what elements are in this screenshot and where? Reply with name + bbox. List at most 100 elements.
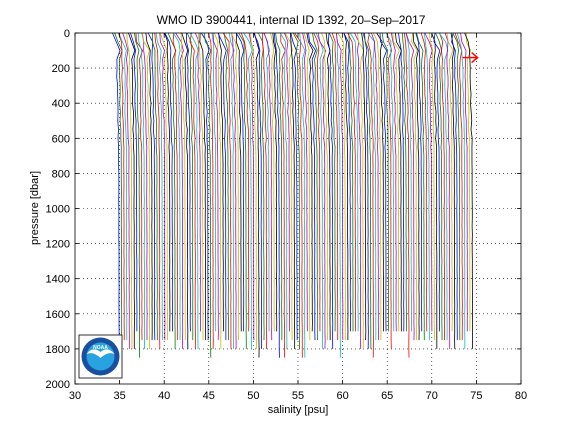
profile-line [328, 32, 336, 332]
profile-line [343, 32, 351, 332]
profile-line [114, 32, 123, 349]
profile-line [348, 32, 354, 332]
profile-line [390, 32, 397, 332]
profile-line [435, 32, 443, 341]
profile-line [175, 32, 184, 349]
profile-line [218, 32, 224, 332]
x-tick-label: 70 [426, 390, 438, 402]
profile-line [186, 32, 191, 332]
y-tick-label: 800 [52, 168, 70, 180]
profile-line [335, 32, 344, 341]
profile-line [416, 32, 425, 341]
marker-arrow-head [471, 51, 479, 64]
profile-line [180, 32, 186, 341]
profile-line [321, 32, 329, 341]
profile-line [349, 32, 359, 332]
y-tick-label: 2000 [46, 379, 70, 391]
y-tick-label: 1400 [46, 274, 70, 286]
y-tick-label: 200 [52, 63, 70, 75]
profile-line [299, 32, 306, 358]
profile-line [222, 32, 232, 349]
profile-line [145, 32, 153, 341]
logo-bird [86, 349, 115, 358]
profile-line [189, 32, 199, 349]
profile-line [275, 32, 283, 341]
profile-line [250, 32, 257, 349]
profile-line [130, 32, 138, 332]
profile-line [327, 32, 334, 349]
profile-line [197, 32, 204, 341]
profile-line [189, 32, 196, 349]
profile-line [308, 32, 317, 341]
x-tick-label: 75 [470, 390, 482, 402]
x-axis-ticks: 30 35 40 45 50 55 60 65 70 75 80 [69, 33, 527, 402]
noaa-logo: NOAA [78, 334, 123, 379]
profile-line [172, 32, 181, 341]
profile-line [284, 32, 293, 341]
profile-line [452, 32, 461, 341]
profile-line [444, 32, 451, 349]
y-axis-ticks: 0 200 400 600 800 1000 1200 1400 1600 1800 2000 [46, 28, 521, 391]
profile-line [381, 32, 390, 332]
profile-line [159, 32, 166, 341]
profile-line [306, 32, 314, 332]
profile-line [394, 32, 402, 332]
profile-line [203, 32, 212, 358]
profile-line [228, 32, 235, 349]
profile-line [167, 32, 177, 349]
profile-line [312, 32, 318, 341]
profile-line [186, 32, 194, 341]
profile-line [354, 32, 362, 349]
profile-line [439, 32, 445, 341]
profile-line [337, 32, 346, 341]
profile-line [460, 32, 468, 332]
profile-line [253, 32, 262, 349]
profile-line [392, 32, 400, 332]
profile-line [118, 32, 125, 341]
profile-line [303, 32, 311, 341]
profile-line [424, 32, 433, 332]
profile-line [373, 32, 382, 341]
profile-line [292, 32, 301, 349]
profile-line [155, 32, 163, 341]
profile-line [172, 32, 179, 341]
profile-line [386, 32, 395, 332]
y-tick-label: 1000 [46, 204, 70, 216]
profile-line [302, 32, 308, 332]
profile-line [433, 32, 441, 332]
profile-line [181, 32, 189, 349]
profile-line [451, 32, 458, 341]
profile-line [317, 32, 327, 349]
profile-line [159, 32, 168, 341]
profile-line [122, 32, 130, 349]
profile-line [164, 32, 171, 332]
profile-line [290, 32, 298, 341]
profile-line [141, 32, 148, 341]
profile-line [243, 32, 253, 349]
profile-line [223, 32, 229, 341]
profile-line [412, 32, 420, 341]
profile-line [112, 32, 121, 349]
profile-line [147, 32, 156, 341]
profile-line [411, 32, 418, 341]
profile-line [331, 32, 339, 341]
profile-line [343, 32, 349, 341]
profile-line [231, 32, 237, 349]
y-tick-label: 400 [52, 98, 70, 110]
profile-line [272, 32, 278, 332]
profile-line [152, 32, 158, 341]
profile-line [371, 32, 379, 341]
profile-line [118, 32, 128, 341]
profile-line [379, 32, 388, 332]
profile-line [398, 32, 405, 332]
profile-line [279, 32, 288, 349]
profile-line [214, 32, 222, 349]
profile-line [431, 32, 438, 349]
profile-line [238, 32, 247, 349]
x-tick-label: 50 [247, 390, 259, 402]
profile-line [386, 32, 393, 349]
profile-line [456, 32, 466, 349]
profile-line [423, 32, 430, 341]
profile-line [257, 32, 265, 341]
